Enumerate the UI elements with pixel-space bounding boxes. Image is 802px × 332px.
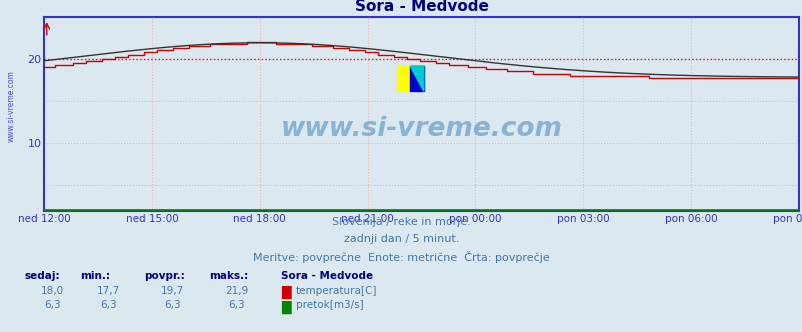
Text: pretok[m3/s]: pretok[m3/s] <box>295 300 363 310</box>
Text: 17,7: 17,7 <box>97 286 119 295</box>
Text: sedaj:: sedaj: <box>24 271 59 281</box>
Text: █: █ <box>281 286 290 299</box>
Text: 6,3: 6,3 <box>44 300 60 310</box>
Text: www.si-vreme.com: www.si-vreme.com <box>6 70 15 142</box>
Text: www.si-vreme.com: www.si-vreme.com <box>280 116 562 142</box>
Text: Slovenija / reke in morje.: Slovenija / reke in morje. <box>332 217 470 227</box>
Text: 19,7: 19,7 <box>161 286 184 295</box>
Text: min.:: min.: <box>80 271 110 281</box>
Text: maks.:: maks.: <box>209 271 248 281</box>
Text: zadnji dan / 5 minut.: zadnji dan / 5 minut. <box>343 234 459 244</box>
Text: Meritve: povprečne  Enote: metrične  Črta: povprečje: Meritve: povprečne Enote: metrične Črta:… <box>253 251 549 263</box>
Text: Sora - Medvode: Sora - Medvode <box>281 271 373 281</box>
Polygon shape <box>410 66 423 91</box>
Title: Sora - Medvode: Sora - Medvode <box>354 0 488 14</box>
Text: povpr.:: povpr.: <box>144 271 185 281</box>
Text: 21,9: 21,9 <box>225 286 248 295</box>
Bar <box>396 66 410 91</box>
Text: 18,0: 18,0 <box>41 286 63 295</box>
Text: 6,3: 6,3 <box>164 300 180 310</box>
Text: temperatura[C]: temperatura[C] <box>295 286 376 295</box>
Text: 6,3: 6,3 <box>100 300 116 310</box>
Text: 6,3: 6,3 <box>229 300 245 310</box>
Bar <box>410 66 423 91</box>
Text: █: █ <box>281 300 290 314</box>
